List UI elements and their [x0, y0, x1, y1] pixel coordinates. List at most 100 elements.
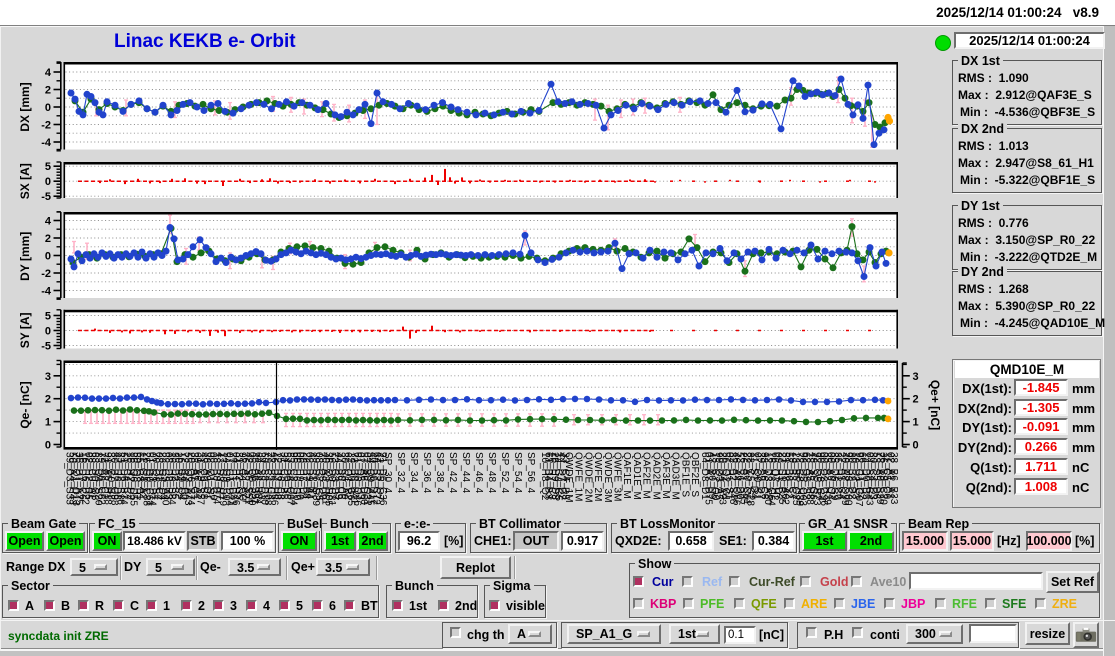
svg-text:40_B0_D17: 40_B0_D17 [368, 452, 379, 505]
svg-text:85_A2_H39: 85_A2_H39 [822, 452, 833, 505]
svg-text:00_D2_G96: 00_D2_G96 [818, 452, 829, 506]
svg-text:10_D2_S3: 10_D2_S3 [850, 452, 861, 500]
svg-text:2: 2 [45, 394, 51, 406]
svg-text:QWFE_3M: QWFE_3M [612, 452, 623, 501]
svg-text:QAD1E_M: QAD1E_M [631, 452, 642, 500]
svg-text:44_D7_D2: 44_D7_D2 [556, 452, 567, 500]
svg-text:89_D6_G39: 89_D6_G39 [310, 452, 321, 506]
svg-text:55_Q3_A43: 55_Q3_A43 [182, 452, 193, 506]
svg-text:92_G1_G07: 92_G1_G07 [853, 452, 864, 507]
svg-text:QWDE_2M: QWDE_2M [582, 452, 593, 503]
svg-text:92_Q5_B73: 92_Q5_B73 [811, 452, 822, 506]
svg-text:42_S5_S51: 42_S5_S51 [243, 452, 254, 505]
svg-text:4: 4 [45, 67, 52, 79]
svg-text:98_D5_Q03: 98_D5_Q03 [797, 452, 808, 506]
svg-text:08_D8_H3: 08_D8_H3 [163, 452, 174, 500]
svg-text:11_C5_C0: 11_C5_C0 [881, 452, 892, 500]
svg-text:SX [A]: SX [A] [18, 163, 32, 199]
svg-text:SP_48_4: SP_48_4 [486, 452, 497, 494]
svg-text:57_A6_D60: 57_A6_D60 [358, 452, 369, 505]
svg-text:33_G0_B8: 33_G0_B8 [105, 452, 116, 500]
svg-text:68_H7_D1: 68_H7_D1 [297, 452, 308, 500]
svg-text:65_G8_B1: 65_G8_B1 [134, 452, 145, 500]
svg-text:54_D0_S6: 54_D0_S6 [281, 452, 292, 500]
svg-text:QBF1E_S: QBF1E_S [679, 452, 690, 497]
svg-text:35_H2_C0: 35_H2_C0 [832, 452, 843, 500]
svg-text:22_B7_B8: 22_B7_B8 [300, 452, 311, 499]
svg-text:10_H8_Q2: 10_H8_Q2 [539, 452, 550, 501]
svg-text:08_G7_G5: 08_G7_G5 [313, 452, 324, 501]
svg-text:40_A8_Q99: 40_A8_Q99 [839, 452, 850, 506]
svg-text:27_S1_B25: 27_S1_B25 [776, 452, 787, 505]
svg-text:72_A2_C2: 72_A2_C2 [99, 452, 110, 500]
svg-text:39_S9_D7: 39_S9_D7 [755, 452, 766, 500]
svg-text:75_Q1_D13: 75_Q1_D13 [70, 452, 81, 506]
svg-text:42_D5_Q7: 42_D5_Q7 [374, 452, 385, 501]
svg-text:58_B0_S2: 58_B0_S2 [783, 452, 794, 499]
svg-text:14_D0_B5: 14_D0_B5 [860, 452, 871, 500]
svg-text:25_C4_C7: 25_C4_C7 [121, 452, 132, 500]
svg-text:51_G0_C61: 51_G0_C61 [144, 452, 155, 506]
svg-text:20_Q6_B74: 20_Q6_B74 [185, 452, 196, 506]
svg-text:01_G1_D14: 01_G1_D14 [147, 452, 158, 506]
svg-text:02_Q1_S7: 02_Q1_S7 [204, 452, 215, 500]
svg-text:67_Q1_B2: 67_Q1_B2 [342, 452, 353, 500]
svg-text:QWDE_1M: QWDE_1M [563, 452, 574, 503]
svg-text:54_Q9_A45: 54_Q9_A45 [364, 452, 375, 506]
svg-text:2: 2 [913, 394, 919, 406]
svg-text:QAD3E_M: QAD3E_M [670, 452, 681, 500]
svg-text:11_G4_A2: 11_G4_A2 [137, 452, 148, 500]
svg-text:43_B0_D9: 43_B0_D9 [706, 452, 717, 500]
svg-text:04_H1_H46: 04_H1_H46 [230, 452, 241, 506]
svg-text:95_C8_D14: 95_C8_D14 [288, 452, 299, 506]
svg-text:00_A9_Q4: 00_A9_Q4 [825, 452, 836, 500]
svg-text:SP_52_4: SP_52_4 [499, 452, 510, 494]
svg-text:27_S5_G4: 27_S5_G4 [265, 452, 276, 500]
svg-text:49_C0_S8: 49_C0_S8 [198, 452, 209, 500]
svg-text:02_A1_A1: 02_A1_A1 [885, 452, 896, 499]
svg-text:0: 0 [45, 176, 51, 188]
svg-text:91_D6_C36: 91_D6_C36 [377, 452, 388, 506]
svg-text:0: 0 [913, 440, 919, 452]
svg-text:26_H9_D8: 26_H9_D8 [549, 452, 560, 500]
svg-text:16_H6_B22: 16_H6_B22 [80, 452, 91, 505]
svg-text:23_B5_G25: 23_B5_G25 [790, 452, 801, 506]
svg-text:0: 0 [45, 440, 51, 452]
svg-text:QWDE_3M: QWDE_3M [602, 452, 613, 503]
svg-text:82_C5_G28: 82_C5_G28 [745, 452, 756, 506]
svg-text:26_G6_C88: 26_G6_C88 [140, 452, 151, 506]
svg-text:QBF2E_S: QBF2E_S [689, 452, 700, 497]
svg-text:14_G4_G5: 14_G4_G5 [553, 452, 564, 501]
svg-text:SP_38_4: SP_38_4 [434, 452, 445, 494]
svg-text:SP_44_4: SP_44_4 [460, 452, 471, 494]
svg-text:75_H6_C8: 75_H6_C8 [275, 452, 286, 500]
svg-text:83_S4_Q07: 83_S4_Q07 [284, 452, 295, 506]
svg-text:09_H7_D7: 09_H7_D7 [773, 452, 784, 500]
svg-text:18_A5_H88: 18_A5_H88 [804, 452, 815, 505]
svg-text:QAF3E_M: QAF3E_M [660, 452, 671, 499]
svg-text:-4: -4 [41, 286, 52, 298]
svg-text:46_A4_Q66: 46_A4_Q66 [731, 452, 742, 506]
svg-text:90_G8_G4: 90_G8_G4 [815, 452, 826, 501]
svg-text:48_S1_B1: 48_S1_B1 [307, 452, 318, 499]
svg-text:32_H0_G65: 32_H0_G65 [345, 452, 356, 506]
svg-text:2: 2 [45, 85, 51, 97]
svg-text:50_Q8_H7: 50_Q8_H7 [131, 452, 142, 501]
svg-text:QWFE_2M: QWFE_2M [592, 452, 603, 501]
svg-text:QWFE_1M: QWFE_1M [573, 452, 584, 501]
svg-text:Qe+ [nC]: Qe+ [nC] [928, 380, 942, 430]
svg-text:88_A9_D1: 88_A9_D1 [201, 452, 212, 500]
svg-text:05_Q6_B30: 05_Q6_B30 [246, 452, 257, 506]
svg-text:99_Q3_A5: 99_Q3_A5 [713, 452, 724, 500]
svg-text:36_B9_C20: 36_B9_C20 [878, 452, 889, 505]
svg-text:33_C4_D5: 33_C4_D5 [559, 452, 570, 500]
svg-text:-5: -5 [41, 341, 51, 353]
svg-text:44_B9_H9: 44_B9_H9 [332, 452, 343, 500]
svg-text:38_B6_B33: 38_B6_B33 [888, 452, 899, 505]
svg-text:63_D0_G3: 63_D0_G3 [89, 452, 100, 501]
svg-text:64_A4_B04: 64_A4_B04 [252, 452, 263, 505]
svg-text:56_Q2_G1: 56_Q2_G1 [720, 452, 731, 501]
svg-text:16_H8_S84: 16_H8_S84 [166, 452, 177, 505]
svg-text:19_B3_C7: 19_B3_C7 [787, 452, 798, 500]
svg-text:80_B7_Q98: 80_B7_Q98 [108, 452, 119, 506]
